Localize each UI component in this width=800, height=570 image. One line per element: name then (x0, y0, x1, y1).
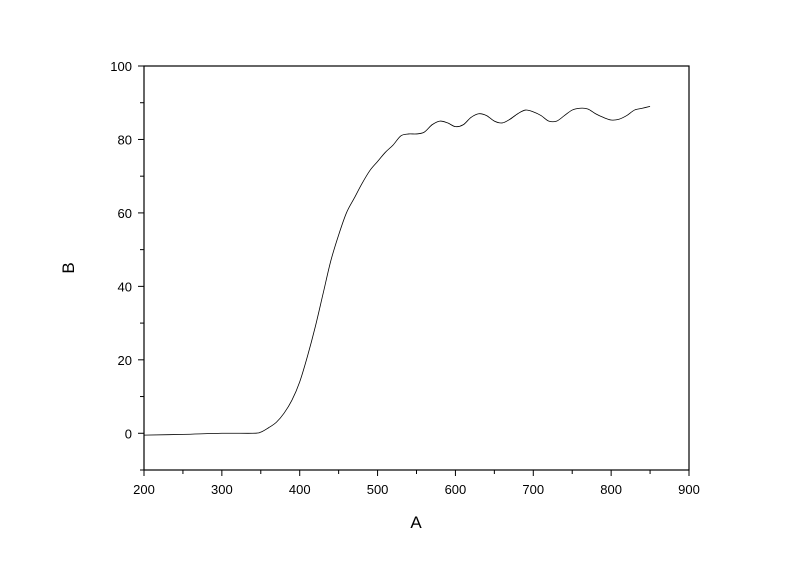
series-line (143, 106, 651, 436)
y-tick-label: 20 (118, 353, 132, 368)
x-tick-label: 900 (678, 482, 700, 497)
x-tick-label: 800 (600, 482, 622, 497)
y-tick-label: 80 (118, 132, 132, 147)
x-tick-label: 700 (522, 482, 544, 497)
y-tick-label: 0 (125, 426, 132, 441)
plot-frame (143, 65, 690, 471)
x-tick-label: 300 (211, 482, 233, 497)
x-tick-label: 200 (133, 482, 155, 497)
x-tick-label: 400 (289, 482, 311, 497)
y-axis: 0 20 40 60 80 100 (110, 59, 144, 471)
y-tick-label: 40 (118, 279, 132, 294)
x-tick-label: 600 (445, 482, 467, 497)
y-tick-label: 100 (110, 59, 132, 74)
y-tick-label: 60 (118, 206, 132, 221)
x-axis-label: A (410, 513, 422, 532)
y-axis-label: B (59, 262, 78, 273)
x-axis: 200 300 400 500 600 700 800 900 (133, 470, 700, 497)
x-tick-label: 500 (367, 482, 389, 497)
